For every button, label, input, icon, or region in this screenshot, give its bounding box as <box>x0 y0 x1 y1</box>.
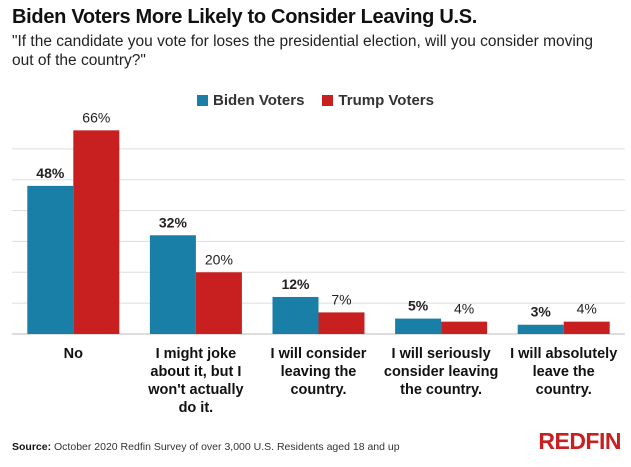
bar-biden-3 <box>395 318 442 334</box>
data-label-trump-4: 4% <box>577 301 597 317</box>
category-label-line: consider leaving <box>383 364 499 380</box>
category-label-line: No <box>63 346 83 362</box>
category-label-3: I will seriously consider leaving the coun… <box>376 345 506 399</box>
source-label: Source: <box>12 441 52 453</box>
category-label-line: I might joke <box>155 346 237 362</box>
legend-swatch-biden <box>197 95 208 106</box>
category-label-line: about it, but I <box>150 364 242 380</box>
data-label-trump-1: 20% <box>205 251 233 267</box>
legend-label-biden: Biden Voters <box>213 92 305 109</box>
bar-biden-1 <box>149 235 196 334</box>
category-label-line: I will absolutely <box>510 346 618 362</box>
data-label-biden-1: 32% <box>159 214 188 230</box>
redfin-logo: REDFIN <box>538 428 621 454</box>
category-label-2: I will consider leaving the country. <box>254 345 384 399</box>
category-label-line: won't actually <box>148 382 244 398</box>
source-text: October 2020 Redfin Survey of over 3,000… <box>54 441 400 453</box>
bar-trump-4 <box>563 321 610 334</box>
category-label-4: I will absolutely leave the country. <box>499 345 629 399</box>
data-label-trump-3: 4% <box>454 301 474 317</box>
legend-label-trump: Trump Voters <box>338 92 434 109</box>
category-label-line: I will seriously <box>391 346 491 362</box>
category-label-0: No <box>8 345 138 363</box>
category-label-line: country. <box>290 382 347 398</box>
data-label-biden-3: 5% <box>408 298 429 314</box>
bar-trump-1 <box>195 272 242 334</box>
category-label-line: do it. <box>178 400 214 416</box>
source-note: Source: October 2020 Redfin Survey of ov… <box>12 441 400 453</box>
legend: Biden Voters Trump Voters <box>0 92 631 109</box>
data-label-biden-2: 12% <box>281 276 310 292</box>
data-label-biden-4: 3% <box>531 304 552 320</box>
category-label-line: leaving the <box>280 364 357 380</box>
bar-biden-2 <box>272 296 319 334</box>
bar-biden-0 <box>27 185 74 334</box>
bar-trump-0 <box>73 130 120 334</box>
category-label-line: country. <box>535 382 592 398</box>
legend-item-trump: Trump Voters <box>322 92 434 109</box>
bar-biden-4 <box>517 324 564 334</box>
legend-swatch-trump <box>322 95 334 106</box>
legend-item-biden: Biden Voters <box>197 92 304 109</box>
data-label-trump-2: 7% <box>331 291 351 307</box>
bar-trump-2 <box>318 312 365 334</box>
category-label-line: the country. <box>400 382 483 398</box>
chart-subtitle: "If the candidate you vote for loses the… <box>12 33 594 69</box>
data-label-trump-0: 66% <box>82 109 110 125</box>
data-label-biden-0: 48% <box>36 165 65 181</box>
bar-trump-3 <box>441 321 488 334</box>
category-label-line: leave the <box>532 364 595 380</box>
category-label-line: I will consider <box>270 346 367 362</box>
category-label-1: I might joke about it, but I won't actuall… <box>131 345 261 417</box>
chart-title: Biden Voters More Likely to Consider Lea… <box>12 6 478 28</box>
